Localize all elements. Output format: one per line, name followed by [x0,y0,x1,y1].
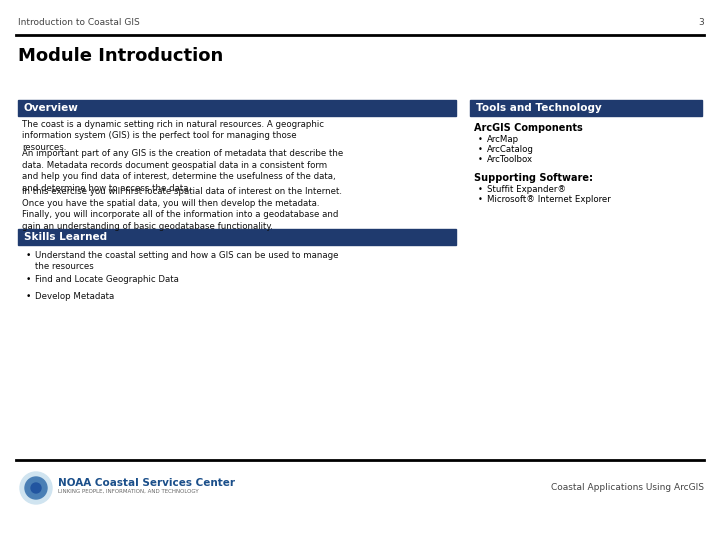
Text: Module Introduction: Module Introduction [18,47,223,65]
Text: Find and Locate Geographic Data: Find and Locate Geographic Data [35,275,179,285]
Bar [470,100,702,116]
Circle shape [20,472,52,504]
Text: •: • [26,251,32,260]
Text: Skills Learned: Skills Learned [24,232,107,241]
Circle shape [31,483,41,493]
Text: 3: 3 [698,18,704,27]
Text: •: • [26,275,32,285]
Text: ArcCatalog: ArcCatalog [487,145,534,154]
Text: ArcToolbox: ArcToolbox [487,155,533,164]
Text: •: • [478,135,483,144]
Text: An important part of any GIS is the creation of metadata that describe the
data.: An important part of any GIS is the crea… [22,150,343,193]
Text: Tools and Technology: Tools and Technology [476,103,602,113]
Text: Supporting Software:: Supporting Software: [474,173,593,183]
Text: •: • [478,195,483,204]
Bar [18,228,456,245]
Text: Understand the coastal setting and how a GIS can be used to manage
the resources: Understand the coastal setting and how a… [35,251,338,271]
Text: •: • [478,145,483,154]
Text: •: • [26,292,32,301]
Text: NOAA Coastal Services Center: NOAA Coastal Services Center [58,478,235,488]
Text: Stuffit Expander®: Stuffit Expander® [487,185,566,194]
Text: •: • [478,155,483,164]
Text: ArcGIS Components: ArcGIS Components [474,123,582,133]
Text: LINKING PEOPLE, INFORMATION, AND TECHNOLOGY: LINKING PEOPLE, INFORMATION, AND TECHNOL… [58,489,199,494]
Text: •: • [478,185,483,194]
Text: In this exercise you will first locate spatial data of interest on the Internet.: In this exercise you will first locate s… [22,187,342,231]
Circle shape [25,477,47,499]
Bar [18,100,456,116]
Text: The coast is a dynamic setting rich in natural resources. A geographic
informati: The coast is a dynamic setting rich in n… [22,120,324,152]
Text: ArcMap: ArcMap [487,135,519,144]
Text: Develop Metadata: Develop Metadata [35,292,114,301]
Text: Coastal Applications Using ArcGIS: Coastal Applications Using ArcGIS [551,483,704,492]
Text: Introduction to Coastal GIS: Introduction to Coastal GIS [18,18,140,27]
Text: Overview: Overview [24,103,79,113]
Text: Microsoft® Internet Explorer: Microsoft® Internet Explorer [487,195,611,204]
